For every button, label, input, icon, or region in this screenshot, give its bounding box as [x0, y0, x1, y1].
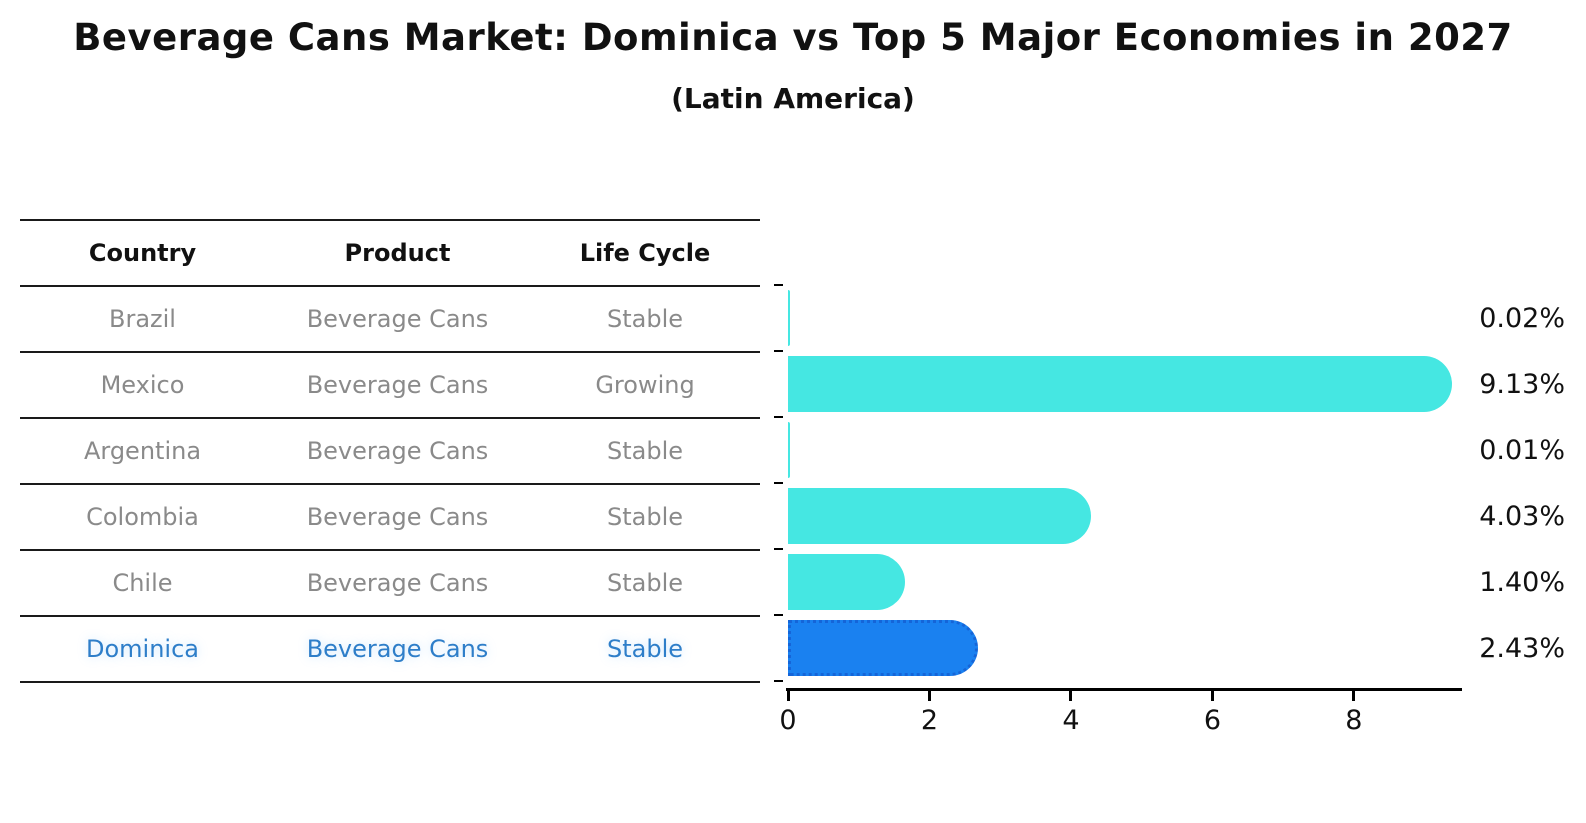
bar-argentina — [788, 422, 790, 478]
value-label-brazil: 0.02% — [1479, 302, 1565, 334]
x-axis-tick — [1352, 691, 1356, 701]
table-cell-life-cycle: Stable — [606, 305, 684, 333]
x-axis-tick-label: 4 — [1062, 705, 1080, 736]
table-cell-country: Brazil — [109, 305, 176, 333]
x-axis-tick-label: 0 — [779, 705, 797, 736]
table-header-country: Country — [88, 239, 197, 267]
y-axis-tick — [774, 680, 783, 682]
y-axis-tick — [774, 614, 783, 616]
y-axis-tick — [774, 350, 783, 352]
table-row: Brazil Beverage Cans Stable — [20, 287, 760, 353]
bar-mexico — [788, 356, 1452, 412]
table-cell-product: Beverage Cans — [306, 437, 489, 465]
table-cell-product: Beverage Cans — [306, 305, 489, 333]
y-axis-tick — [774, 548, 783, 550]
table-cell-product: Beverage Cans — [306, 503, 489, 531]
table-row: Argentina Beverage Cans Stable — [20, 419, 760, 485]
table-cell-life-cycle: Stable — [606, 437, 684, 465]
value-label-mexico: 9.13% — [1479, 368, 1565, 400]
x-axis-line — [786, 688, 1462, 691]
table-body: Brazil Beverage Cans Stable Mexico Beverage … — [20, 287, 760, 683]
table-row: Dominica Beverage Cans Stable — [20, 617, 760, 683]
x-axis-tick — [1069, 691, 1073, 701]
table-cell-life-cycle: Stable — [606, 503, 684, 531]
table-cell-product: Beverage Cans — [306, 569, 489, 597]
x-axis: 0 2 4 6 8 — [779, 688, 1462, 752]
table-cell-life-cycle: Growing — [595, 371, 695, 399]
value-label-argentina: 0.01% — [1479, 434, 1565, 466]
table-cell-country: Argentina — [83, 437, 202, 465]
bar-colombia — [788, 488, 1092, 544]
x-axis-tick — [927, 691, 931, 701]
country-table: Country Product Life Cycle Brazil Beverag… — [20, 219, 760, 683]
x-axis-tick-label: 6 — [1203, 705, 1221, 736]
table-cell-life-cycle: Stable — [606, 569, 684, 597]
table-cell-product: Beverage Cans — [306, 371, 489, 399]
table-cell-country: Dominica — [86, 635, 199, 663]
table-row: Mexico Beverage Cans Growing — [20, 353, 760, 419]
table-cell-country: Chile — [112, 569, 173, 597]
value-label-chile: 1.40% — [1479, 566, 1565, 598]
chart-title: Beverage Cans Market: Dominica vs Top 5 … — [73, 16, 1513, 59]
chart-subtitle: (Latin America) — [671, 82, 915, 115]
table-cell-product: Beverage Cans — [306, 635, 489, 663]
bar-brazil — [788, 290, 790, 346]
x-axis-tick-label: 2 — [920, 705, 939, 736]
y-axis-tick — [774, 416, 783, 418]
table-header-row: Country Product Life Cycle — [20, 221, 760, 287]
table-cell-life-cycle: Stable — [606, 635, 684, 663]
x-axis-tick-label: 8 — [1345, 705, 1363, 736]
bar-dominica — [788, 620, 978, 676]
table-row: Chile Beverage Cans Stable — [20, 551, 760, 617]
y-axis-tick — [774, 284, 783, 286]
x-axis-tick — [786, 691, 790, 701]
value-label-colombia: 4.03% — [1479, 500, 1565, 532]
table-header-life-cycle: Life Cycle — [579, 239, 711, 267]
value-label-dominica: 2.43% — [1479, 632, 1565, 664]
table-cell-country: Mexico — [100, 371, 185, 399]
bar-plot-area — [774, 220, 1460, 682]
y-axis-tick — [774, 482, 783, 484]
x-axis-tick — [1210, 691, 1214, 701]
table-header-product: Product — [344, 239, 451, 267]
table-row: Colombia Beverage Cans Stable — [20, 485, 760, 551]
table-cell-country: Colombia — [86, 503, 199, 531]
bar-chile — [788, 554, 906, 610]
